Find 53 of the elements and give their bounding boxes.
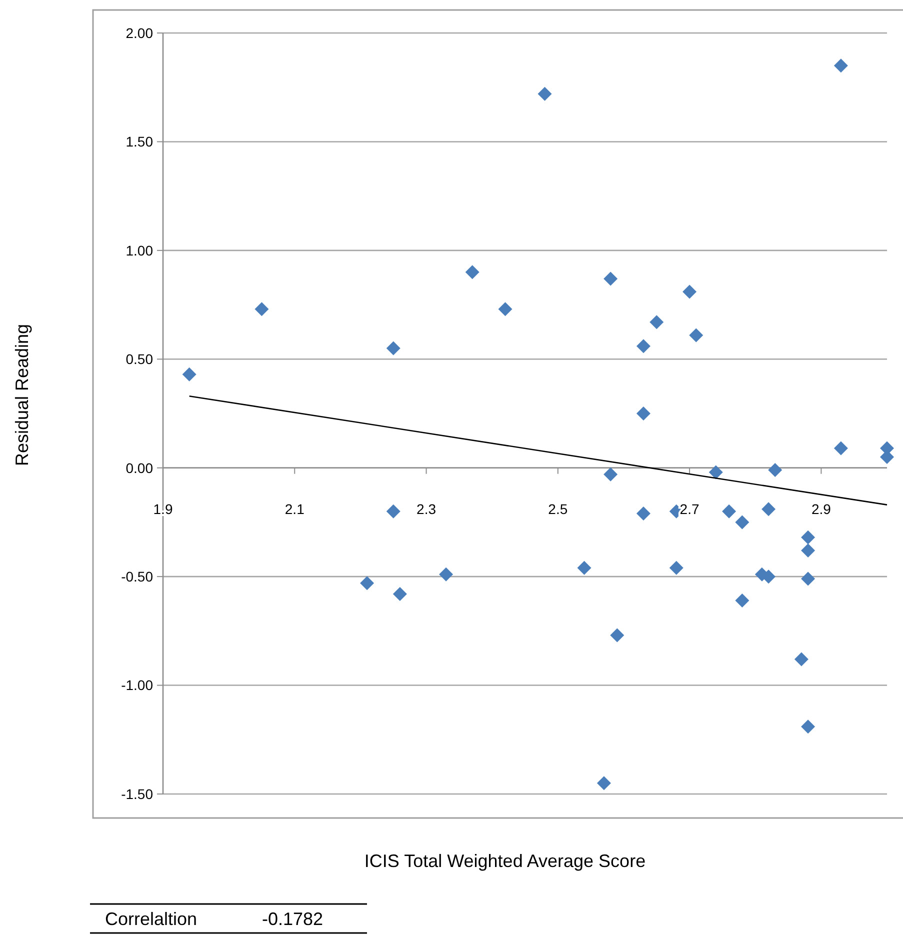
point	[182, 367, 196, 382]
point	[801, 530, 816, 544]
point	[538, 86, 552, 101]
point	[669, 560, 684, 575]
point	[439, 567, 454, 582]
x-tick-label: 2.7	[680, 500, 700, 517]
point	[596, 776, 611, 790]
y-tick-label: 2.00	[126, 24, 154, 41]
point	[386, 341, 400, 356]
point	[768, 463, 782, 478]
point	[636, 406, 650, 420]
point	[604, 467, 618, 482]
y-axis-title: Residual Reading	[12, 324, 32, 466]
point	[498, 302, 512, 316]
point	[577, 560, 592, 575]
y-tick-label: -1.50	[121, 786, 154, 802]
x-tick-label: 2.3	[416, 500, 436, 517]
point	[254, 302, 269, 316]
point	[735, 515, 750, 530]
point	[386, 504, 400, 518]
point	[465, 265, 480, 280]
point	[610, 628, 624, 642]
point	[360, 576, 374, 590]
y-tick-label: -1.00	[121, 677, 154, 694]
y-tick-label: 0.50	[126, 351, 154, 368]
y-tick-label: -0.50	[121, 568, 154, 584]
point	[834, 441, 848, 456]
text: -0.1782	[262, 909, 324, 929]
point	[801, 572, 816, 586]
x-axis-title: ICIS Total Weighted Average Score	[364, 851, 646, 871]
x-tick-label: 1.9	[153, 500, 173, 517]
point	[604, 272, 618, 286]
point	[722, 504, 736, 518]
point	[801, 543, 816, 558]
point	[636, 339, 650, 354]
x-tick-label: 2.1	[284, 500, 305, 517]
point	[392, 586, 407, 601]
point	[689, 328, 704, 342]
point	[735, 593, 750, 608]
point	[682, 284, 697, 299]
y-tick-label: 1.50	[126, 134, 154, 150]
point	[762, 502, 776, 516]
y-tick-label: 1.00	[126, 242, 154, 258]
y-tick-label: 0.00	[126, 460, 154, 476]
x-tick-label: 2.9	[811, 500, 832, 517]
point	[708, 465, 723, 480]
point	[650, 315, 664, 330]
point	[834, 58, 848, 73]
point	[636, 506, 650, 521]
text: Correlaltion	[105, 909, 198, 929]
x-tick-label: 2.5	[548, 500, 568, 517]
point	[801, 720, 816, 734]
point	[794, 652, 808, 666]
